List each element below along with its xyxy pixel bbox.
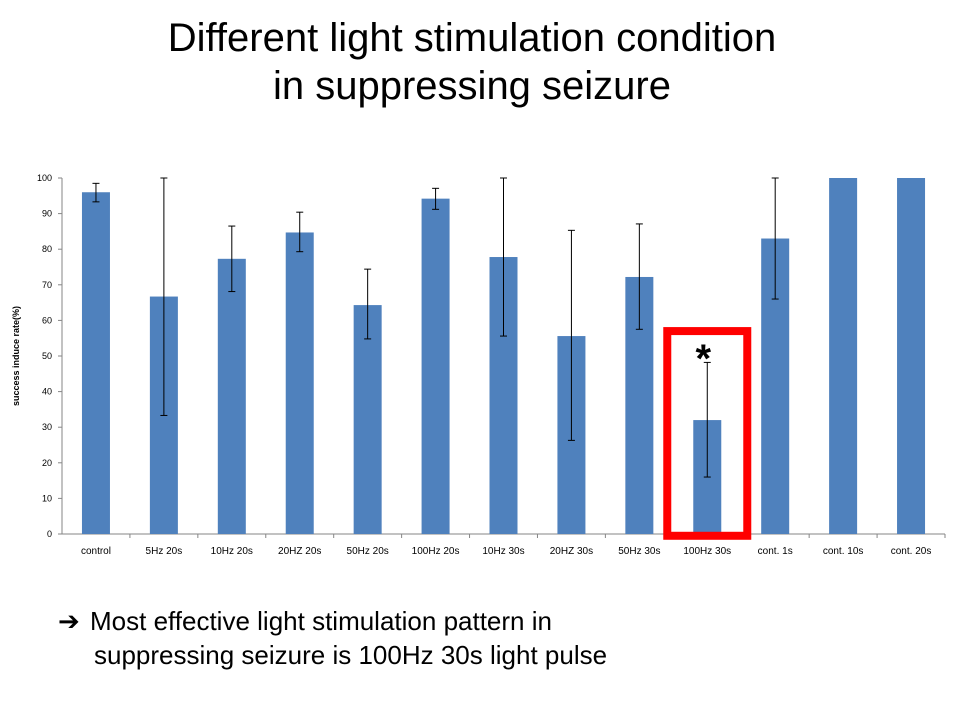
error-layer [92, 177, 779, 478]
x-tick-label: 100Hz 20s [412, 546, 460, 557]
bar-chart: 0 10 20 30 40 50 60 70 80 90 100 success induce rat… [11, 173, 946, 557]
conclusion-text: ➔ Most effective light stimulation patter… [58, 604, 607, 672]
bar [421, 198, 450, 534]
y-tick-label: 70 [42, 280, 52, 290]
x-tick-label: cont. 20s [891, 546, 932, 557]
y-tick-label: 30 [42, 422, 52, 432]
significance-asterisk: * [695, 337, 711, 381]
y-tick-label: 40 [42, 387, 52, 397]
x-tick-label: control [81, 546, 111, 557]
highlight-layer: * [663, 327, 752, 540]
conclusion-line2: suppressing seizure is 100Hz 30s light p… [94, 640, 608, 670]
x-tick-label: 20HZ 30s [550, 546, 593, 557]
x-tick-label: 50Hz 30s [618, 546, 660, 557]
arrow-right-icon: ➔ [58, 606, 80, 636]
x-tick-label: cont. 1s [758, 546, 793, 557]
bar [829, 178, 858, 534]
x-tick-label: 50Hz 20s [347, 546, 389, 557]
bar [81, 192, 110, 535]
y-tick-label: 100 [37, 173, 52, 183]
slide-title-line2: in suppressing seizure [273, 64, 671, 108]
axis-layer: 0 10 20 30 40 50 60 70 80 90 100 success induce rat… [11, 173, 946, 557]
x-tick-label: 10Hz 30s [482, 546, 524, 557]
y-tick-label: 60 [42, 315, 52, 325]
y-tick-label: 20 [42, 458, 52, 468]
x-tick-label: 5Hz 20s [146, 546, 183, 557]
x-tick-label: 20HZ 20s [278, 546, 321, 557]
conclusion-line1: Most effective light stimulation pattern… [90, 606, 552, 636]
highlight-box [663, 327, 752, 540]
y-axis-label: success induce rate(%) [11, 306, 21, 406]
slide-title-line1: Different light stimulation condition [167, 16, 777, 60]
y-tick-label: 50 [42, 351, 52, 361]
bar [217, 258, 246, 534]
bar [353, 305, 382, 534]
y-tick-label: 80 [42, 244, 52, 254]
y-tick-label: 90 [42, 209, 52, 219]
x-tick-label: cont. 10s [823, 546, 864, 557]
y-tick-label: 0 [47, 529, 52, 539]
bar [897, 178, 926, 534]
bar [285, 232, 314, 534]
slide-title: Different light stimulation condition in… [0, 14, 944, 110]
y-tick-label: 10 [42, 493, 52, 503]
x-tick-label: 10Hz 20s [211, 546, 253, 557]
x-tick-label: 100Hz 30s [683, 546, 731, 557]
